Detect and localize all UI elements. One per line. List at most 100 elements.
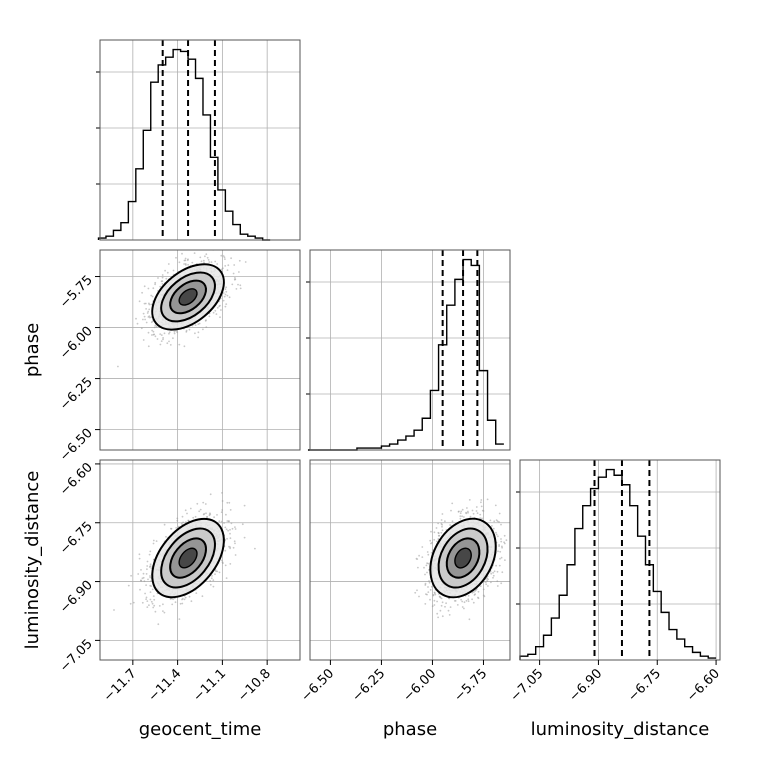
sample-point [154, 610, 157, 613]
x-tick-label: −6.25 [349, 666, 388, 705]
sample-point [225, 303, 228, 305]
sample-point [492, 576, 494, 579]
sample-point [213, 516, 216, 519]
sample-point [161, 280, 164, 282]
sample-point [198, 322, 201, 325]
x-tick-label: −6.50 [298, 666, 337, 705]
y-tick-label: −6.25 [57, 375, 96, 414]
sample-point [492, 527, 495, 530]
sample-point [222, 267, 224, 270]
sample-point [463, 607, 465, 610]
sample-point [138, 300, 141, 303]
sample-point [235, 288, 238, 290]
histogram-step-luminosity_distance [519, 468, 717, 660]
sample-point [471, 591, 474, 594]
sample-point [496, 570, 499, 573]
sample-point [142, 312, 145, 315]
sample-point [187, 263, 190, 266]
sample-point [195, 592, 198, 594]
sample-point [477, 596, 479, 599]
sample-point [497, 550, 499, 553]
y-tick-label: −5.75 [57, 273, 96, 312]
sample-point [181, 602, 184, 605]
sample-point [479, 517, 482, 520]
sample-point [463, 601, 466, 604]
sample-point [456, 604, 459, 606]
sample-point [208, 315, 211, 318]
sample-point [180, 522, 183, 525]
sample-point [222, 292, 225, 294]
sample-point [205, 326, 208, 328]
sample-point [140, 327, 143, 330]
panel-content [100, 250, 300, 450]
sample-point [183, 263, 186, 265]
sample-point [140, 569, 142, 571]
sample-point [497, 535, 499, 538]
sample-point [143, 302, 146, 305]
sample-point [196, 502, 199, 505]
sample-point [234, 526, 236, 528]
sample-point [430, 552, 433, 554]
sample-point [426, 593, 428, 596]
sample-point [145, 573, 148, 575]
sample-point [493, 570, 496, 573]
sample-point [189, 507, 192, 510]
sample-point [433, 604, 436, 606]
sample-point [228, 296, 231, 299]
sample-point [150, 580, 152, 582]
sample-point [227, 264, 230, 267]
sample-point [239, 287, 242, 290]
sample-point [466, 507, 468, 509]
sample-point [149, 598, 152, 601]
sample-point [224, 305, 227, 308]
sample-point [224, 549, 227, 552]
sample-point [163, 611, 166, 614]
sample-point [434, 593, 437, 596]
sample-point [427, 553, 430, 556]
sample-point [433, 599, 436, 602]
sample-point [230, 522, 233, 525]
x-tick-label: −11.7 [101, 666, 140, 705]
sample-point [479, 585, 482, 587]
sample-point [233, 278, 236, 281]
sample-point [160, 340, 163, 342]
sample-point [146, 560, 149, 563]
sample-point [178, 261, 181, 264]
sample-point [482, 588, 485, 591]
sample-point [231, 527, 234, 530]
sample-point [145, 308, 148, 310]
sample-point [176, 519, 179, 522]
sample-point [504, 559, 506, 561]
sample-point [222, 562, 224, 564]
sample-point [424, 603, 427, 605]
histogram-step-phase [307, 258, 504, 451]
sample-point [459, 515, 462, 517]
sample-point [147, 331, 150, 334]
sample-point [441, 601, 444, 604]
sample-point [152, 542, 155, 545]
sample-point [214, 569, 217, 572]
sample-point [243, 536, 246, 539]
sample-point [461, 515, 463, 518]
sample-point [147, 578, 149, 581]
sample-point [499, 550, 502, 553]
sample-point [205, 512, 207, 515]
sample-point [441, 523, 443, 526]
sample-point [513, 537, 515, 539]
sample-point [162, 610, 164, 612]
panel-frame [99, 39, 301, 241]
sample-point [453, 600, 456, 602]
sample-point [223, 295, 226, 298]
sample-point [144, 302, 147, 305]
y-tick-label: −7.05 [57, 637, 96, 676]
sample-point [426, 562, 428, 565]
panel-frame [309, 249, 511, 451]
sample-point [421, 556, 424, 558]
sample-point [226, 537, 229, 540]
sample-point [162, 338, 164, 341]
sample-point [127, 584, 130, 587]
sample-point [202, 501, 205, 504]
sample-point [449, 524, 451, 526]
sample-point [194, 332, 196, 335]
sample-point [163, 523, 166, 526]
